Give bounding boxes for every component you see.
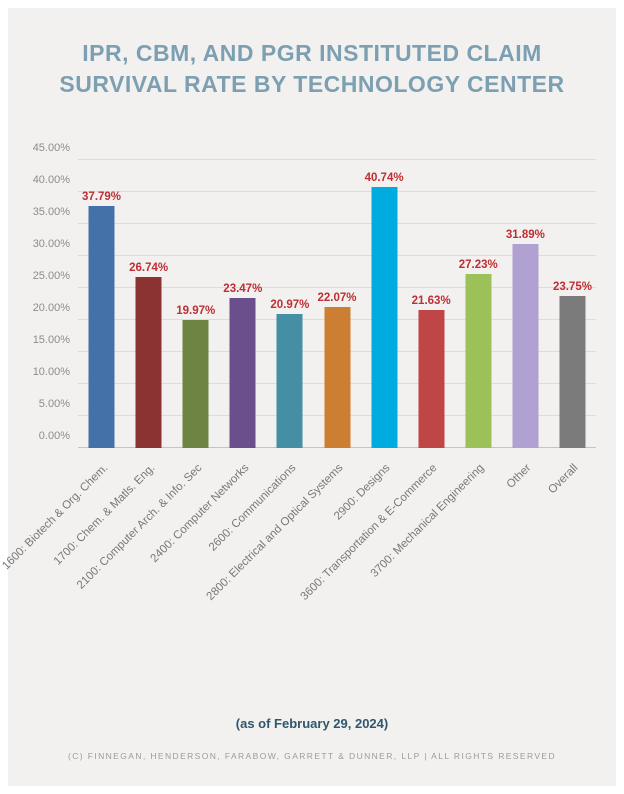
x-axis-category-label: 2400: Computer Networks (148, 462, 252, 565)
bar-group: 20.97% (270, 299, 309, 448)
chart-bar (559, 296, 586, 448)
y-axis-tick-label: 30.00% (32, 238, 70, 250)
bar-value-label: 27.23% (458, 258, 498, 271)
chart-bar (276, 313, 303, 448)
bar-group: 31.89% (506, 229, 545, 448)
bar-group: 40.74% (365, 172, 404, 448)
bar-group: 21.63% (412, 295, 451, 448)
chart-panel: IPR, CBM, AND PGR INSTITUTED CLAIM SURVI… (0, 8, 616, 786)
bar-value-label: 37.79% (82, 191, 122, 204)
y-axis-tick-label: 25.00% (32, 270, 70, 282)
y-axis-tick-label: 45.00% (32, 142, 70, 154)
bar-group: 26.74% (129, 262, 168, 448)
plot-area: 0.00% 5.00% 10.00% 15.00% 20.00% 25.00% 30.00%… (33, 142, 596, 448)
x-axis-category-label: 2900: Designs (332, 462, 393, 523)
y-axis-tick-label: 5.00% (38, 398, 70, 410)
chart-bar (371, 187, 398, 448)
y-axis-tick-label: 40.00% (32, 174, 70, 186)
gridline (78, 159, 596, 160)
bar-group: 23.47% (223, 283, 262, 448)
x-axis-category-label: 2600: Communications (206, 462, 299, 554)
y-axis-tick-label: 15.00% (32, 334, 70, 346)
y-axis-tick-label: 0.00% (38, 430, 70, 442)
chart-bar (323, 306, 350, 448)
x-axis-category-label: 3700: Mechanical Engineering (368, 462, 487, 580)
gridline (78, 223, 596, 224)
bar-value-label: 23.47% (223, 282, 263, 295)
bar-value-label: 26.74% (129, 261, 169, 274)
x-axis-category-label: Other (505, 462, 534, 491)
chart-bar (182, 320, 209, 448)
bar-value-label: 23.75% (552, 281, 592, 293)
x-axis-category-label: 3600: Transportation & E-Commerce (298, 462, 440, 603)
chart-title: IPR, CBM, AND PGR INSTITUTED CLAIM SURVI… (8, 38, 616, 100)
bar-value-label: 19.97% (176, 305, 216, 318)
y-axis-tick-label: 20.00% (32, 302, 70, 314)
y-axis-tick-label: 10.00% (32, 366, 70, 378)
chart-bar (418, 309, 445, 448)
bar-value-label: 31.89% (505, 228, 545, 241)
bar-group: 22.07% (317, 291, 357, 448)
chart-bar (88, 206, 115, 448)
chart-bar (135, 276, 162, 448)
gridline (78, 255, 596, 256)
chart-title-line2: SURVIVAL RATE BY TECHNOLOGY CENTER (59, 71, 565, 97)
chart-bar (512, 243, 539, 448)
as-of-note: (as of February 29, 2024) (235, 716, 389, 731)
x-axis-labels: 1600: Biotech & Org. Chem. 1700: Chem. & … (0, 448, 596, 638)
copyright-notice: (C) FINNEGAN, HENDERSON, FARABOW, GARRET… (67, 751, 557, 761)
chart-bar (229, 297, 256, 448)
gridline (78, 191, 596, 192)
bar-value-label: 22.07% (317, 291, 357, 304)
x-axis-category-label: 2800: Electrical and Optical Systems (204, 462, 346, 603)
gridline (78, 287, 596, 288)
bar-group: 37.79% (82, 191, 121, 448)
bar-group: 27.23% (459, 259, 498, 448)
bar-chart: 0.00% 5.00% 10.00% 15.00% 20.00% 25.00% 30.00%… (0, 142, 596, 638)
chart-bar (465, 273, 492, 448)
y-axis-tick-label: 35.00% (32, 206, 70, 218)
x-axis-category-label: Overall (546, 462, 581, 497)
x-axis-category-label: 2100: Computer Arch. & Info. Sec (74, 462, 205, 592)
bar-value-label: 21.63% (411, 294, 451, 307)
bar-group: 19.97% (176, 305, 215, 448)
bar-value-label: 40.74% (364, 172, 404, 185)
bar-group: 23.75% (553, 281, 592, 448)
bar-value-label: 20.97% (270, 298, 310, 311)
chart-title-line1: IPR, CBM, AND PGR INSTITUTED CLAIM (82, 40, 542, 66)
